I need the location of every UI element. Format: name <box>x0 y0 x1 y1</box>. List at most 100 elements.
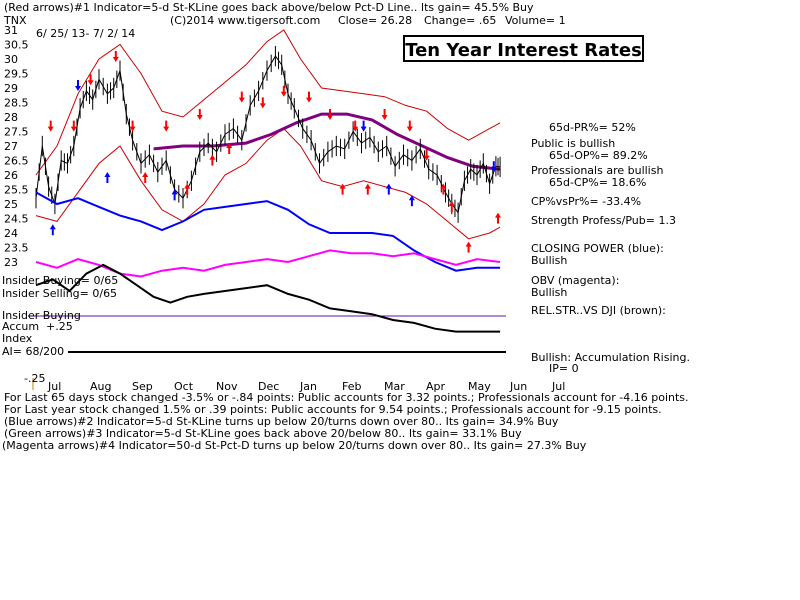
ai-label: AI= 68/200 <box>2 345 65 358</box>
closing-power-state: Bullish <box>531 254 568 267</box>
arrow-head <box>352 126 359 132</box>
ip-status: IP= 0 <box>549 362 579 375</box>
arrow-head <box>238 97 245 103</box>
header-close: Close= 26.28 <box>338 14 413 27</box>
accum-minus: -.25 <box>24 372 46 385</box>
red-arrow <box>327 109 333 120</box>
y-tick-label: 27 <box>4 140 18 153</box>
y-tick-label: 23.5 <box>4 242 29 255</box>
y-tick-label: 24.5 <box>4 213 29 226</box>
y-tick-label: 31 <box>4 24 18 37</box>
insider-selling: Insider Selling= 0/65 <box>2 287 118 300</box>
blue-arrow <box>408 195 415 207</box>
red-arrow <box>209 154 216 166</box>
red-arrow <box>465 241 472 253</box>
red-arrow <box>196 109 203 120</box>
signal-arrows <box>47 51 501 253</box>
y-tick-label: 23 <box>4 256 18 269</box>
red-arrow <box>339 183 346 195</box>
red-arrow <box>259 97 266 109</box>
arrow-head <box>465 241 472 247</box>
red-arrow <box>47 120 54 132</box>
arrow-head <box>406 126 413 132</box>
red-arrow <box>226 143 233 154</box>
y-tick-label: 26.5 <box>4 155 29 168</box>
index-label: Index <box>2 332 33 345</box>
x-tick-label: Nov <box>216 380 238 393</box>
stat-public: Public is bullish <box>531 137 616 150</box>
arrow-head <box>49 224 56 230</box>
y-tick-label: 29.5 <box>4 68 29 81</box>
relstr-line <box>35 263 501 333</box>
chart-title: Ten Year Interest Rates <box>403 35 644 62</box>
bottom-line-65d: For Last 65 days stock changed -3.5% or … <box>4 391 689 404</box>
red-arrow <box>280 85 287 97</box>
arrow-head <box>75 86 81 91</box>
arrow-head <box>440 183 447 189</box>
blue-arrow <box>171 189 178 201</box>
arrow-head <box>171 189 178 195</box>
accum-status: Bullish: Accumulation Rising. <box>531 351 690 364</box>
arrow-head <box>47 126 54 132</box>
x-tick-label: Sep <box>132 380 153 393</box>
arrow-head <box>129 126 136 132</box>
blue-arrow <box>104 172 111 183</box>
relstr-label: REL.STR..VS DJI (brown): <box>531 304 666 317</box>
red-arrow <box>352 120 359 132</box>
stat-cpvspr: CP%vsPr%= -33.4% <box>531 195 642 208</box>
red-arrow <box>440 183 447 195</box>
stat-pros: Professionals are bullish <box>531 164 664 177</box>
arrow-head <box>408 195 415 201</box>
arrow-head <box>423 155 430 161</box>
y-tick-label: 25.5 <box>4 184 29 197</box>
header-symbol: TNX <box>4 14 27 27</box>
lower-band-line <box>35 127 501 240</box>
arrow-head <box>364 183 371 189</box>
red-arrow <box>238 91 245 103</box>
blue-arrow <box>360 120 367 132</box>
red-arrow <box>142 172 149 183</box>
red-arrow <box>70 120 77 132</box>
y-tick-label: 24 <box>4 227 18 240</box>
stat-pr: 65d-PR%= 52% <box>549 121 636 134</box>
arrow-head <box>327 115 333 120</box>
x-tick-label: Jul <box>47 380 61 393</box>
y-tick-label: 28 <box>4 111 18 124</box>
arrow-head <box>70 126 77 132</box>
red-arrow <box>406 120 413 132</box>
arrow-head <box>112 57 119 62</box>
x-tick-label: Dec <box>258 380 279 393</box>
stat-strength: Strength Profess/Pub= 1.3 <box>531 214 676 227</box>
red-arrow <box>423 149 430 161</box>
red-arrow <box>184 183 191 195</box>
insider-lines <box>28 315 506 353</box>
header-volume: Volume= 1 <box>505 14 566 27</box>
arrow-head <box>104 172 111 177</box>
red-arrow <box>129 120 136 132</box>
header-copyright: (C)2014 www.tigersoft.com <box>170 14 321 27</box>
red-arrow <box>163 120 170 132</box>
bottom-line-blue: (Blue arrows)#2 Indicator=5-d St-KLine t… <box>4 415 559 428</box>
x-tick-label: Aug <box>90 380 111 393</box>
x-tick-label: Jun <box>509 380 527 393</box>
arrow-head <box>196 115 203 120</box>
upper-band-line <box>35 29 501 176</box>
bottom-line-year: For Last year stock changed 1.5% or .39 … <box>4 403 662 416</box>
blue-arrow <box>490 161 497 173</box>
x-tick-label: Apr <box>426 380 446 393</box>
y-axis-ticks: 31 30.530 29.529 28.528 27.527 26.526 25.525 24… <box>4 24 29 269</box>
y-tick-label: 26 <box>4 169 18 182</box>
red-arrow <box>112 51 119 62</box>
red-arrow <box>381 109 388 120</box>
y-tick-label: 30 <box>4 53 18 66</box>
header-change: Change= .65 <box>424 14 497 27</box>
closing-power-label: CLOSING POWER (blue): <box>531 242 664 255</box>
red-arrow <box>495 212 501 224</box>
bottom-line-magenta: (Magenta arrows)#4 Indicator=50-d St-Pct… <box>2 439 587 452</box>
obv-line <box>35 249 501 278</box>
obv-label: OBV (magenta): <box>531 274 620 287</box>
arrow-head <box>184 183 191 189</box>
blue-arrow <box>385 183 392 195</box>
arrow-head <box>360 126 367 132</box>
arrow-head <box>381 115 388 120</box>
